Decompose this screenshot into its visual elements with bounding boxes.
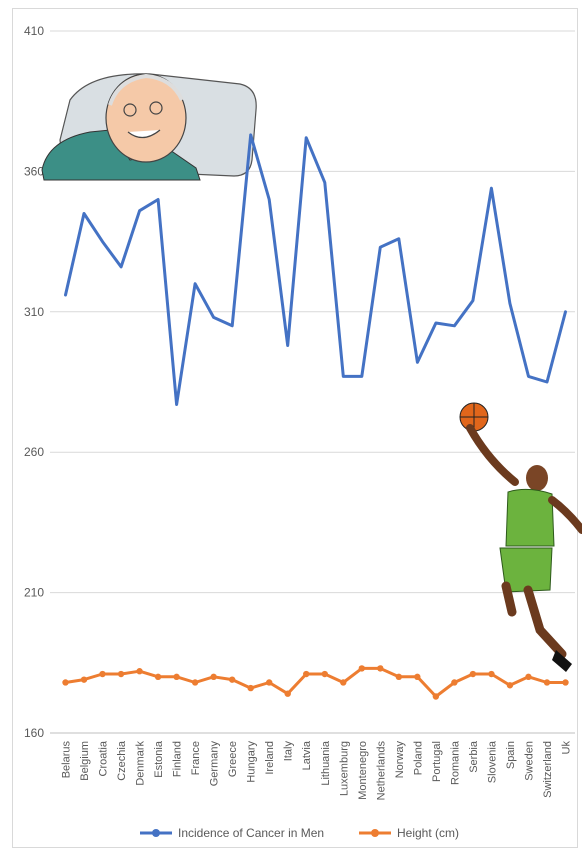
- series-point-1: [469, 670, 477, 678]
- x-tick-label: Netherlands: [375, 741, 387, 801]
- series-point-1: [62, 679, 69, 686]
- series-point-1: [377, 665, 384, 672]
- x-tick-label: Romania: [449, 740, 461, 785]
- x-tick-label: Norway: [394, 741, 406, 779]
- series-point-1: [358, 665, 365, 672]
- series-point-1: [432, 693, 440, 700]
- series-point-1: [266, 679, 273, 686]
- x-axis-tick-labels: Belarus Belgium Croatia Czechia Denmark Eston…: [61, 740, 573, 800]
- legend-label-1: Height (cm): [397, 826, 459, 840]
- x-tick-label: Italy: [283, 741, 295, 762]
- series-line-0: [64, 133, 567, 406]
- series-point-1: [488, 670, 495, 678]
- series-point-1: [303, 670, 310, 678]
- series-point-1: [210, 673, 217, 681]
- y-axis-tick-labels: 160 210 260 310 360 410: [24, 24, 44, 740]
- series-point-1: [562, 679, 569, 686]
- legend: Incidence of Cancer in Men Height (cm): [140, 826, 459, 840]
- x-tick-label: Montenegro: [357, 741, 369, 800]
- y-tick-label: 260: [24, 445, 44, 459]
- y-tick-label: 360: [24, 164, 44, 178]
- x-tick-label: Hungary: [246, 741, 258, 783]
- x-tick-label: Switzerland: [542, 741, 554, 798]
- series-point-1: [321, 670, 328, 678]
- series-point-1: [525, 673, 532, 681]
- x-tick-label: France: [190, 741, 202, 775]
- chart-frame: [12, 8, 578, 848]
- series-lines: [62, 133, 569, 700]
- x-tick-label: Serbia: [468, 740, 480, 773]
- x-tick-label: Belarus: [61, 741, 73, 779]
- legend-label-0: Incidence of Cancer in Men: [178, 826, 324, 840]
- series-point-1: [173, 673, 180, 681]
- x-tick-label: Portugal: [431, 741, 443, 782]
- series-point-1: [340, 679, 347, 686]
- x-tick-label: Estonia: [153, 740, 165, 778]
- series-point-1: [284, 690, 291, 697]
- x-tick-label: Czechia: [116, 740, 128, 781]
- x-tick-label: Germany: [209, 741, 221, 787]
- x-tick-label: Lithuania: [320, 740, 332, 786]
- series-point-1: [395, 673, 403, 681]
- y-tick-label: 210: [24, 586, 44, 600]
- x-tick-label: Greece: [227, 741, 239, 777]
- series-point-1: [506, 682, 514, 689]
- series-point-1: [117, 670, 125, 678]
- x-tick-label: Poland: [412, 741, 424, 775]
- series-point-1: [247, 684, 254, 692]
- series-point-1: [154, 673, 162, 681]
- series-point-1: [191, 679, 199, 686]
- elderly-patient-illustration: [41, 73, 257, 181]
- x-tick-label: Belgium: [79, 741, 91, 781]
- x-tick-label: Ireland: [264, 741, 276, 775]
- y-tick-label: 160: [24, 726, 44, 740]
- series-point-1: [228, 676, 236, 683]
- x-tick-label: Uk: [561, 741, 573, 755]
- series-point-1: [543, 679, 551, 686]
- y-tick-label: 310: [24, 305, 44, 319]
- series-point-1: [451, 679, 458, 686]
- x-tick-label: Latvia: [301, 740, 313, 770]
- series-point-1: [414, 673, 421, 681]
- x-tick-label: Luxemburg: [338, 741, 350, 796]
- x-tick-label: Denmark: [135, 741, 147, 786]
- x-tick-label: Sweden: [523, 741, 535, 781]
- x-tick-label: Slovenia: [486, 740, 498, 783]
- x-tick-label: Finland: [172, 741, 184, 777]
- legend-item-0: Incidence of Cancer in Men: [140, 826, 324, 840]
- series-point-1: [99, 670, 106, 678]
- basketball-player-illustration: [459, 402, 582, 672]
- y-tick-label: 410: [24, 24, 44, 38]
- x-tick-label: Spain: [505, 741, 517, 769]
- series-point-1: [80, 676, 88, 683]
- legend-item-1: Height (cm): [359, 826, 459, 840]
- series-point-1: [136, 668, 143, 675]
- series-line-1: [64, 666, 567, 698]
- x-tick-label: Croatia: [98, 740, 110, 776]
